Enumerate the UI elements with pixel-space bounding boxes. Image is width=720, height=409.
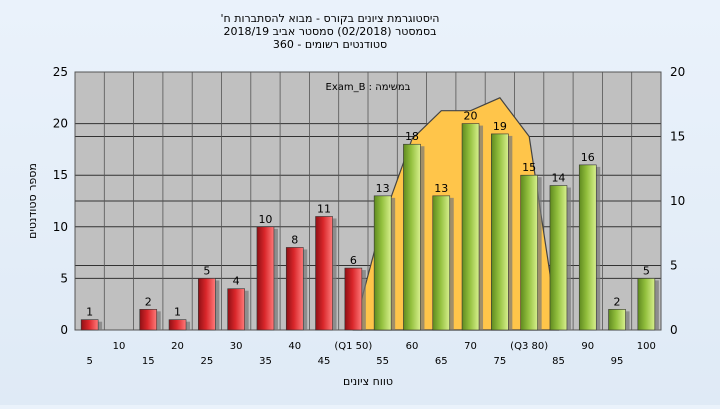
bar-6 (256, 226, 275, 331)
bar-11 (403, 143, 421, 331)
value-label-16: 14 (551, 172, 565, 185)
value-label-5: 4 (233, 275, 240, 288)
value-label-2: 2 (145, 295, 152, 308)
title-line-2: בסמסטר (02/2018) סמסטר אביב 2018/19 (223, 25, 436, 38)
x-tick-4: 25 (200, 356, 213, 367)
x-tick-3: 20 (171, 341, 184, 352)
value-label-3: 1 (174, 306, 181, 319)
x-axis-label: טווח ציונים (343, 375, 393, 388)
x-tick-12: 65 (435, 356, 448, 367)
bar-4 (198, 278, 216, 331)
x-tick-19: 100 (637, 341, 656, 352)
y2-axis-ticks: 0 5 10 15 20 (670, 65, 685, 337)
value-label-18: 2 (614, 295, 621, 308)
y2-tick-10: 10 (670, 194, 685, 208)
value-label-17: 16 (581, 151, 595, 164)
bar-17 (578, 164, 597, 331)
y-tick-5: 5 (60, 271, 68, 285)
bar-9 (344, 267, 363, 331)
bar-10 (373, 195, 392, 331)
bar-7 (285, 247, 304, 331)
bar-8 (315, 216, 333, 331)
y-tick-0: 0 (60, 323, 68, 337)
y-tick-10: 10 (53, 220, 68, 234)
bars (80, 123, 659, 331)
bar-19 (637, 278, 656, 331)
value-label-19: 5 (643, 264, 650, 277)
y2-tick-20: 20 (670, 65, 685, 79)
x-tick-15: (Q3 80) (510, 341, 548, 352)
x-tick-6: 35 (259, 356, 272, 367)
x-tick-9: (Q1 50) (334, 341, 372, 352)
x-tick-18: 95 (611, 356, 624, 367)
value-label-8: 11 (317, 202, 331, 215)
y2-tick-0: 0 (670, 323, 678, 337)
x-tick-1: 10 (113, 341, 126, 352)
exam-annotation: Exam_B : במשימה (326, 82, 411, 93)
bar-15 (520, 174, 538, 331)
value-label-4: 5 (203, 264, 210, 277)
value-label-11: 18 (405, 130, 419, 143)
bar-3 (168, 319, 187, 331)
x-tick-16: 85 (552, 356, 565, 367)
x-tick-14: 75 (493, 356, 506, 367)
value-label-12: 13 (434, 182, 448, 195)
y-axis-label: מספר סטודנטים (26, 163, 39, 239)
value-label-9: 6 (350, 254, 357, 267)
bar-16 (549, 185, 568, 331)
y-tick-15: 15 (53, 168, 68, 182)
x-tick-2: 15 (142, 356, 155, 367)
title-line-3: 360 - סטודנטים רשומים (273, 38, 387, 51)
y-axis-ticks: 0 5 10 15 20 25 (53, 65, 68, 337)
bar-2 (139, 309, 158, 331)
bar-0 (80, 319, 99, 331)
value-label-14: 19 (493, 120, 507, 133)
x-tick-17: 90 (581, 341, 594, 352)
y-tick-20: 20 (53, 117, 68, 131)
x-tick-0: 5 (86, 356, 92, 367)
x-tick-13: 70 (464, 341, 477, 352)
x-tick-10: 55 (376, 356, 389, 367)
x-tick-5: 30 (230, 341, 243, 352)
x-axis-ticks: 5 10 15 20 25 30 35 40 45(Q1 50) 55 60 65 70 75 (Q3 80… (86, 341, 655, 367)
value-label-13: 20 (464, 110, 478, 123)
bar-14 (491, 133, 509, 331)
value-label-7: 8 (291, 233, 298, 246)
x-tick-8: 45 (318, 356, 331, 367)
bar-5 (227, 288, 245, 331)
y2-tick-15: 15 (670, 130, 685, 144)
bar-18 (608, 309, 626, 331)
y-tick-25: 25 (53, 65, 68, 79)
value-label-0: 1 (86, 306, 93, 319)
y2-tick-5: 5 (670, 259, 678, 273)
bar-13 (461, 123, 480, 331)
x-tick-11: 60 (406, 341, 419, 352)
value-label-6: 10 (258, 213, 272, 226)
value-label-10: 13 (376, 182, 390, 195)
bar-12 (432, 195, 451, 331)
chart-title: 'היסטוגרמת ציונים בקורס - מבוא להסתברות … (221, 12, 440, 51)
value-label-15: 15 (522, 161, 536, 174)
x-tick-7: 40 (288, 341, 301, 352)
title-line-1: 'היסטוגרמת ציונים בקורס - מבוא להסתברות … (221, 12, 440, 25)
